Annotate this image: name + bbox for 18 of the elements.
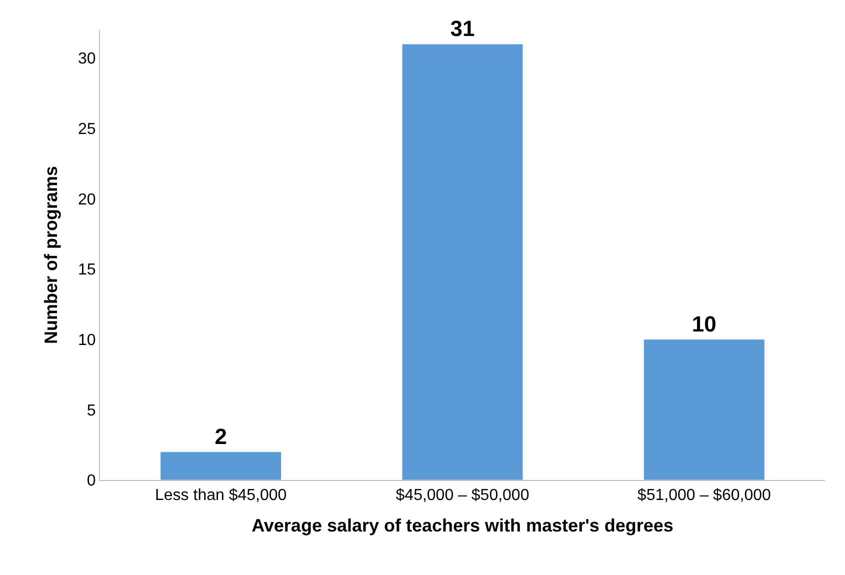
y-axis-title: Number of programs xyxy=(41,166,62,344)
y-tick-label: 10 xyxy=(78,332,96,349)
x-axis-title: Average salary of teachers with master's degrees xyxy=(252,515,674,536)
bar xyxy=(402,44,524,480)
y-tick-label: 0 xyxy=(86,472,96,490)
bar xyxy=(644,339,765,480)
y-tick-label: 30 xyxy=(78,50,96,68)
x-tick-label: Less than $45,000 xyxy=(154,487,287,504)
y-tick-label: 25 xyxy=(78,121,96,138)
data-label: 2 xyxy=(214,424,227,449)
y-tick-label: 20 xyxy=(78,191,96,208)
x-tick-label: $51,000 – $60,000 xyxy=(637,487,771,504)
data-label: 10 xyxy=(692,311,716,336)
x-tick-label: $45,000 – $50,000 xyxy=(396,487,530,504)
data-label: 31 xyxy=(450,16,475,42)
y-tick-label: 5 xyxy=(86,402,96,420)
bar xyxy=(160,452,282,480)
y-tick-label: 15 xyxy=(78,262,96,279)
